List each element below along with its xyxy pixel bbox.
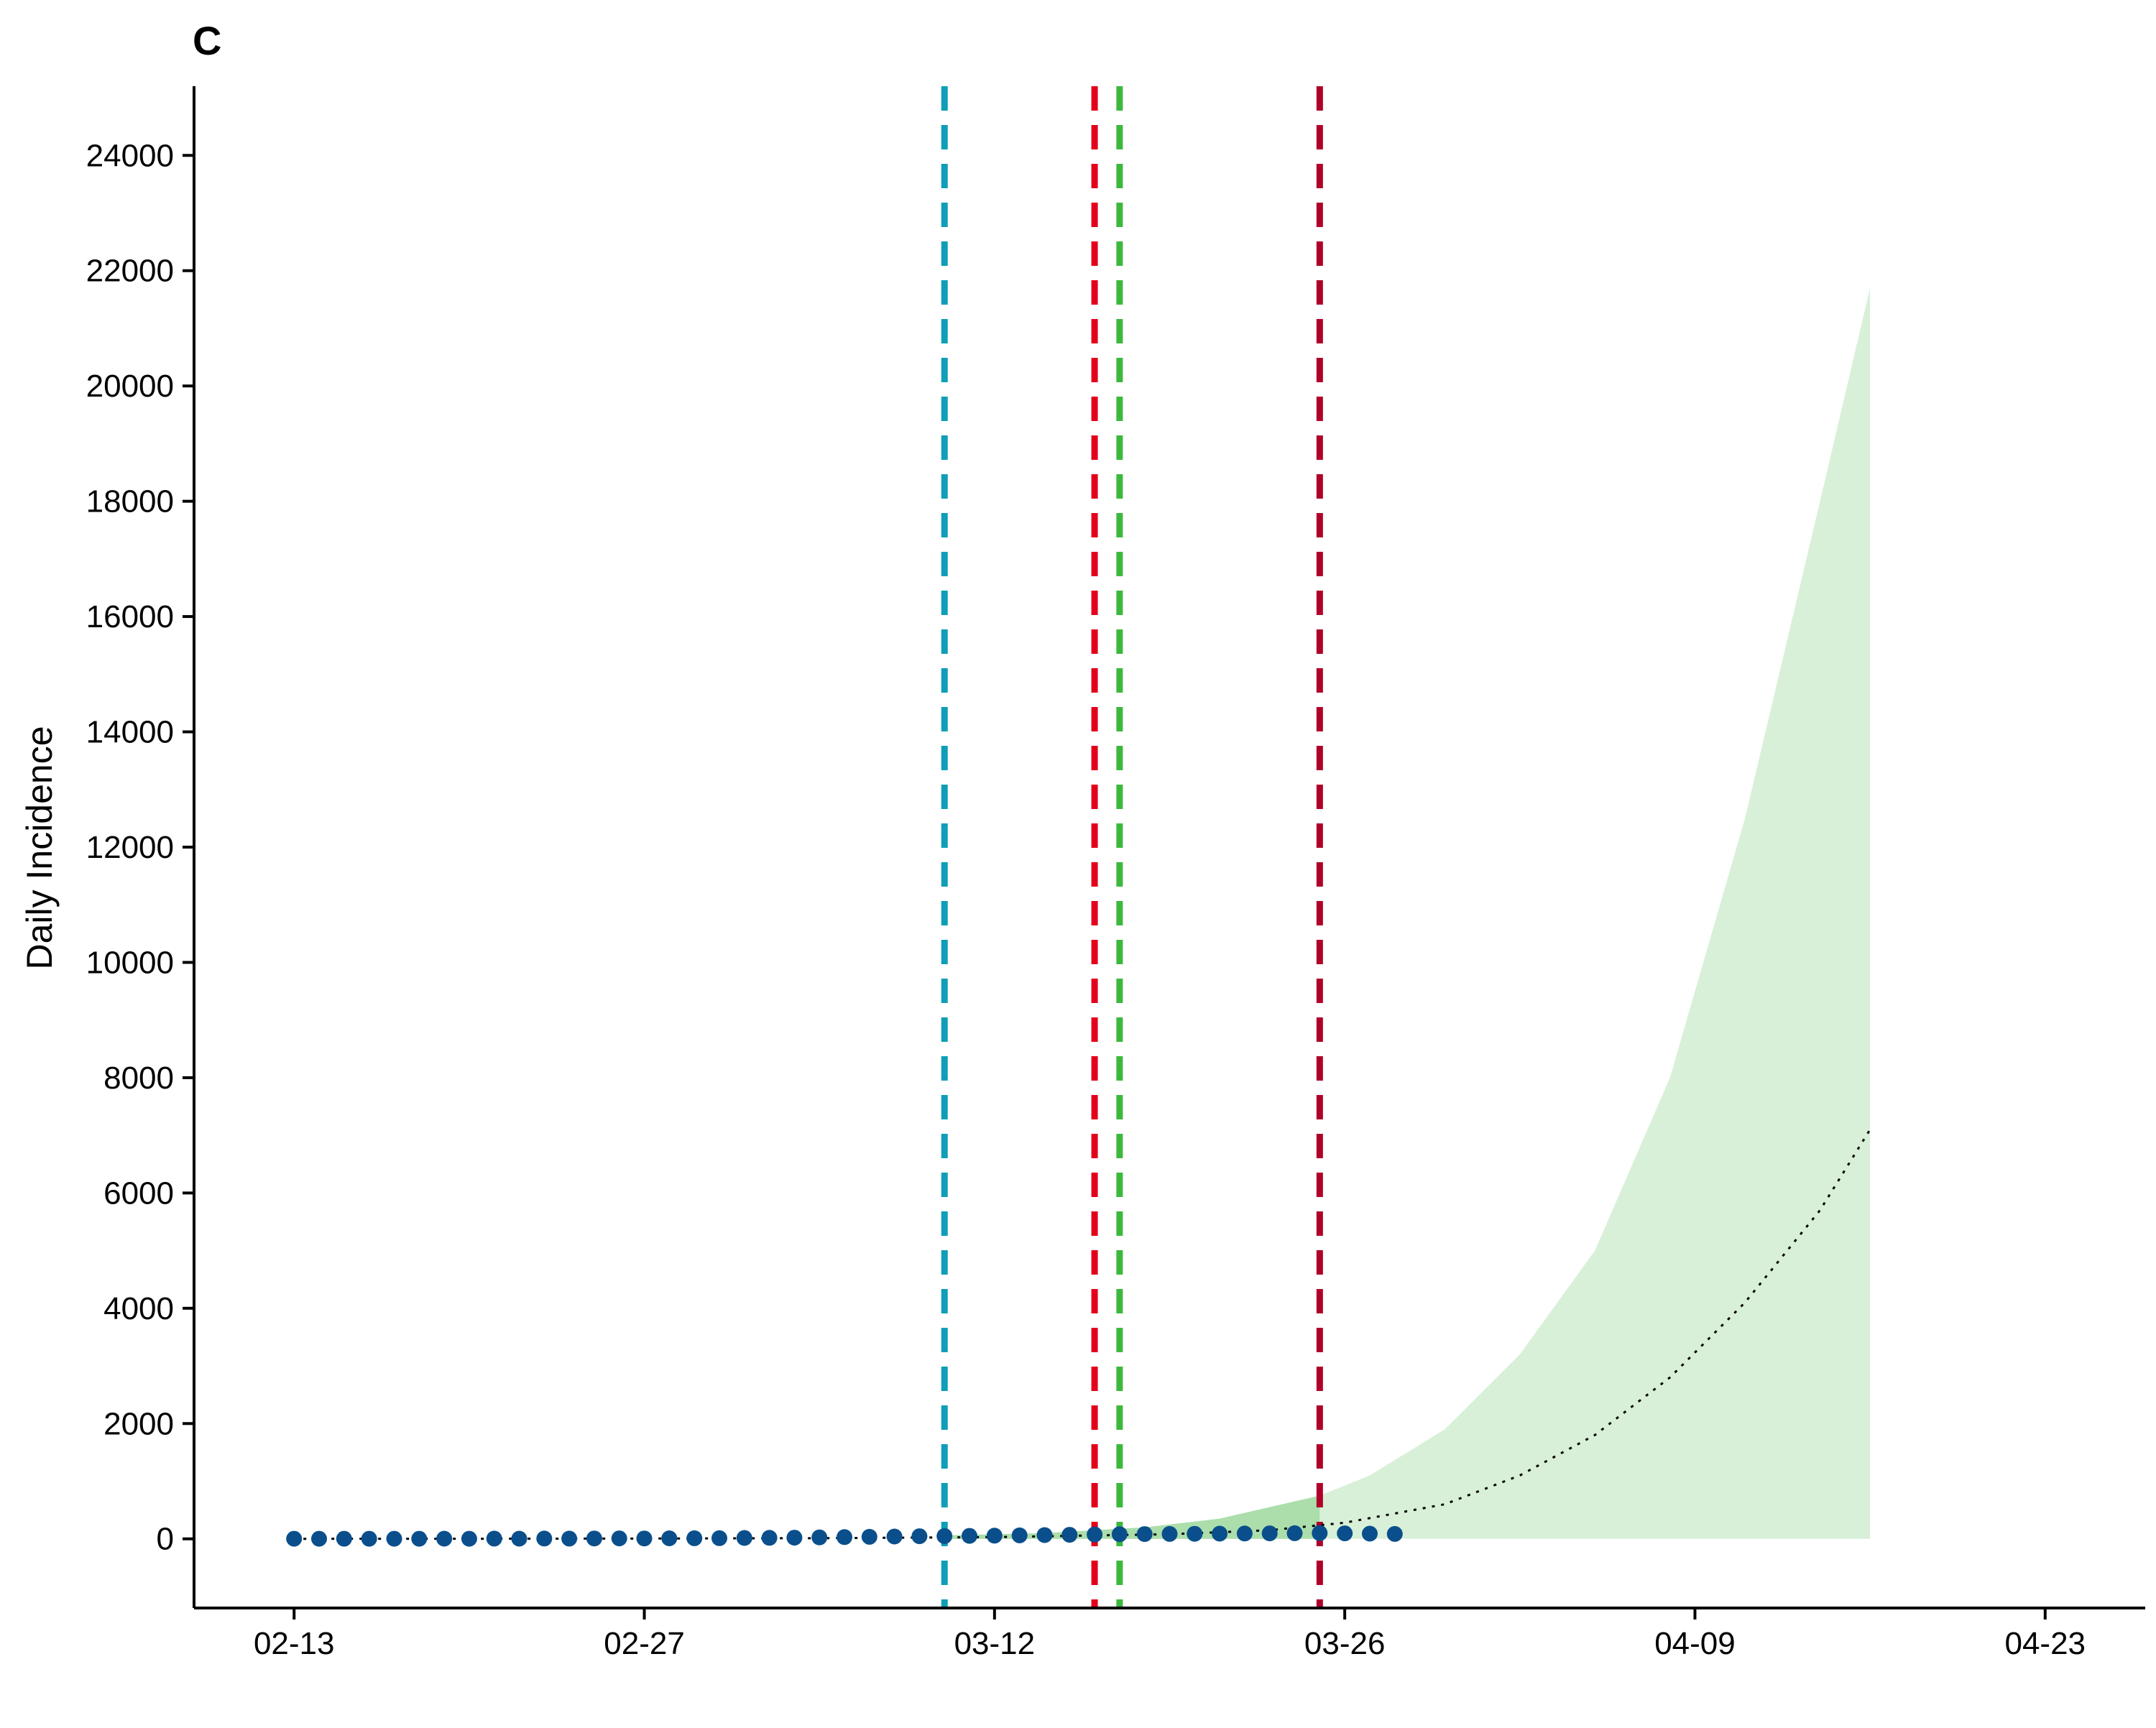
observed-point-03-03 — [761, 1530, 778, 1546]
observed-point-03-12 — [986, 1528, 1003, 1544]
observed-point-02-20 — [461, 1530, 477, 1547]
observed-point-03-24 — [1286, 1525, 1303, 1541]
intervention-lines — [941, 86, 1323, 1608]
y-tick-label-22000: 22000 — [86, 254, 174, 289]
y-tick-label-4000: 4000 — [103, 1291, 174, 1326]
observed-point-02-15 — [336, 1530, 352, 1547]
panel-label: C — [193, 18, 221, 63]
observed-point-03-10 — [936, 1528, 953, 1544]
observed-point-03-23 — [1261, 1525, 1278, 1542]
y-axis-title: Daily Incidence — [19, 726, 60, 969]
observed-point-03-20 — [1187, 1525, 1203, 1542]
observed-point-02-21 — [486, 1530, 502, 1547]
y-tick-label-12000: 12000 — [86, 830, 174, 865]
x-tick-label-04-09: 04-09 — [1654, 1626, 1736, 1661]
observed-point-02-22 — [511, 1530, 528, 1547]
x-tick-label-03-12: 03-12 — [954, 1626, 1036, 1661]
observed-point-03-11 — [962, 1528, 977, 1544]
observed-point-03-08 — [886, 1528, 903, 1545]
observed-point-03-18 — [1136, 1526, 1153, 1543]
band-area-observed — [944, 1495, 1320, 1539]
band-area-full — [944, 287, 1871, 1539]
observed-point-03-09 — [911, 1528, 928, 1545]
y-tick-label-8000: 8000 — [103, 1061, 174, 1096]
observed-point-02-27 — [636, 1530, 653, 1547]
y-tick-label-20000: 20000 — [86, 369, 174, 404]
observed-point-03-15 — [1061, 1527, 1078, 1543]
y-tick-label-14000: 14000 — [86, 715, 174, 750]
observed-point-03-16 — [1087, 1526, 1103, 1543]
observed-point-02-17 — [386, 1530, 402, 1547]
observed-point-03-28 — [1386, 1525, 1403, 1542]
observed-point-03-22 — [1236, 1525, 1253, 1542]
observed-point-03-04 — [786, 1530, 803, 1546]
y-tick-label-18000: 18000 — [86, 484, 174, 519]
observed-point-02-14 — [311, 1530, 327, 1547]
observed-points — [286, 1525, 1403, 1547]
observed-point-03-19 — [1161, 1525, 1178, 1542]
observed-point-02-18 — [411, 1530, 428, 1547]
observed-point-03-06 — [837, 1529, 852, 1546]
observed-point-03-14 — [1036, 1527, 1053, 1543]
x-tick-label-02-27: 02-27 — [604, 1626, 685, 1661]
x-tick-label-02-13: 02-13 — [254, 1626, 335, 1661]
observed-point-03-07 — [861, 1528, 877, 1545]
observed-point-03-05 — [811, 1529, 828, 1546]
observed-point-02-26 — [611, 1530, 627, 1547]
observed-point-03-26 — [1337, 1525, 1353, 1542]
observed-point-03-27 — [1362, 1525, 1378, 1542]
observed-point-03-13 — [1011, 1527, 1028, 1543]
observed-point-03-01 — [711, 1530, 727, 1546]
x-tick-label-03-26: 03-26 — [1304, 1626, 1386, 1661]
y-tick-label-6000: 6000 — [103, 1175, 174, 1211]
observed-point-02-29 — [686, 1530, 703, 1546]
y-tick-label-16000: 16000 — [86, 599, 174, 634]
observed-point-02-25 — [586, 1530, 602, 1547]
axes: 0 2000 4000 6000 8000 10000 12000 14000 16000 180… — [86, 86, 2145, 1661]
observed-point-02-19 — [436, 1530, 453, 1547]
observed-point-02-23 — [536, 1530, 553, 1547]
y-tick-label-10000: 10000 — [86, 945, 174, 980]
observed-point-02-24 — [561, 1530, 578, 1547]
observed-point-03-25 — [1312, 1525, 1328, 1541]
y-tick-label-24000: 24000 — [86, 138, 174, 173]
observed-point-03-17 — [1111, 1526, 1128, 1543]
observed-point-03-02 — [736, 1530, 752, 1546]
x-tick-label-04-23: 04-23 — [2004, 1626, 2086, 1661]
y-tick-label-0: 0 — [157, 1522, 174, 1557]
observed-point-02-13 — [286, 1530, 303, 1547]
y-tick-label-2000: 2000 — [103, 1406, 174, 1441]
observed-point-03-21 — [1212, 1525, 1228, 1542]
observed-point-02-28 — [661, 1530, 678, 1546]
observed-point-02-16 — [361, 1530, 377, 1547]
confidence-band — [944, 287, 1871, 1539]
